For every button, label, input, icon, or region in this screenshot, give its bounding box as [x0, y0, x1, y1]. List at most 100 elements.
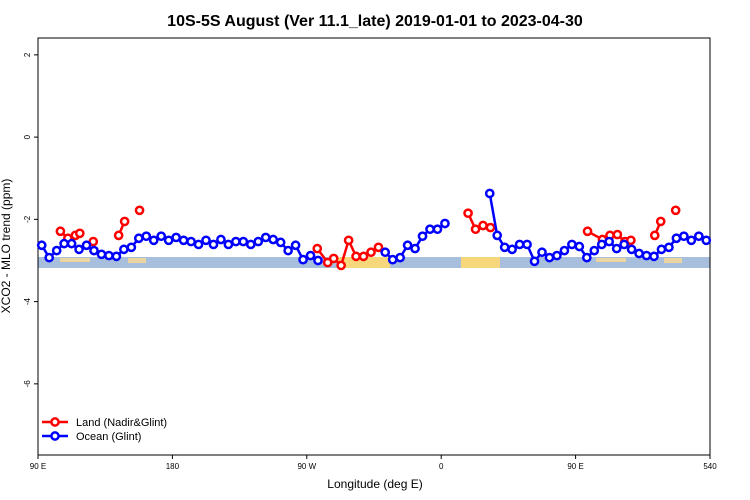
- data-point: [59, 238, 69, 249]
- data-point: [686, 235, 697, 246]
- data-point: [679, 231, 689, 242]
- data-point: [522, 239, 532, 250]
- data-point: [208, 239, 219, 250]
- data-point: [485, 222, 496, 233]
- x-tick-label: 180: [166, 462, 180, 471]
- data-point: [163, 235, 174, 246]
- data-point: [351, 251, 361, 262]
- data-point: [113, 230, 124, 241]
- land-patch: [596, 258, 626, 262]
- data-point: [507, 244, 517, 255]
- y-tick-label: -6: [23, 380, 32, 388]
- data-point: [387, 254, 398, 265]
- data-point: [574, 241, 585, 252]
- data-point: [171, 232, 181, 243]
- data-point: [186, 236, 196, 247]
- data-point: [604, 236, 615, 247]
- data-point: [119, 216, 130, 227]
- data-point: [216, 234, 226, 245]
- data-point: [133, 233, 144, 244]
- data-point: [470, 224, 481, 235]
- data-point: [343, 235, 354, 246]
- data-point: [126, 242, 137, 253]
- legend-label: Land (Nadir&Glint): [76, 417, 167, 429]
- data-point: [671, 233, 682, 244]
- data-point: [305, 250, 316, 261]
- data-point: [141, 231, 152, 242]
- data-point: [596, 239, 607, 250]
- data-point: [634, 248, 644, 259]
- data-point: [36, 240, 47, 251]
- data-point: [245, 239, 256, 250]
- legend: Land (Nadir&Glint) Ocean (Glint): [42, 417, 167, 443]
- data-point: [410, 243, 420, 254]
- data-point: [701, 235, 712, 246]
- data-point: [231, 236, 241, 247]
- data-point: [223, 239, 234, 250]
- data-point: [559, 245, 570, 256]
- land-patch: [338, 257, 390, 268]
- data-point: [567, 239, 577, 250]
- data-point: [478, 220, 488, 231]
- data-point: [290, 240, 301, 251]
- data-point: [268, 234, 279, 245]
- data-point: [649, 230, 660, 241]
- x-tick-label: 90 W: [297, 462, 316, 471]
- data-point: [537, 247, 547, 258]
- data-point: [253, 236, 264, 247]
- data-point: [336, 260, 346, 271]
- data-point: [104, 250, 114, 261]
- data-point: [74, 228, 85, 239]
- x-tick-label: 90 E: [30, 462, 46, 471]
- data-point: [641, 250, 652, 261]
- data-point: [463, 208, 473, 219]
- data-point: [44, 252, 55, 263]
- data-point: [395, 252, 405, 263]
- data-point: [611, 243, 622, 254]
- x-axis-label: Longitude (deg E): [327, 477, 422, 491]
- land-patch: [461, 257, 500, 268]
- data-point: [238, 236, 249, 247]
- land-patch: [664, 258, 682, 263]
- x-tick-label: 540: [703, 462, 717, 471]
- data-point: [312, 243, 323, 254]
- data-point: [552, 250, 562, 261]
- data-point: [425, 224, 435, 235]
- data-point: [664, 242, 674, 253]
- x-tick-label: 0: [439, 462, 444, 471]
- data-point: [55, 226, 66, 237]
- data-point: [514, 239, 525, 250]
- data-point: [612, 229, 623, 240]
- x-tick-label: 90 E: [567, 462, 583, 471]
- data-point: [283, 245, 293, 256]
- map-strip: [38, 257, 710, 268]
- data-point: [373, 242, 384, 253]
- data-point: [655, 216, 666, 227]
- land-patch: [128, 258, 146, 263]
- legend-marker: [50, 417, 60, 427]
- data-point: [656, 244, 667, 255]
- data-point: [74, 244, 84, 255]
- data-point: [313, 255, 323, 266]
- data-point: [544, 252, 555, 263]
- data-point: [581, 252, 592, 263]
- data-point: [589, 245, 600, 256]
- data-point: [499, 242, 510, 253]
- y-axis-label: XCO2 - MLO trend (ppm): [0, 179, 13, 314]
- data-point: [417, 231, 428, 242]
- data-point: [96, 249, 107, 260]
- data-point: [693, 231, 704, 242]
- y-tick-label: 2: [23, 52, 32, 57]
- data-point: [626, 235, 636, 246]
- data-point: [402, 240, 413, 251]
- data-point: [432, 224, 443, 235]
- data-point: [275, 237, 286, 248]
- data-point: [111, 251, 122, 262]
- data-point: [670, 205, 681, 216]
- chart-title: 10S-5S August (Ver 11.1_late) 2019-01-01…: [167, 13, 583, 30]
- data-point: [193, 239, 204, 250]
- data-point: [81, 240, 92, 251]
- data-point: [298, 254, 308, 265]
- data-point: [492, 230, 503, 241]
